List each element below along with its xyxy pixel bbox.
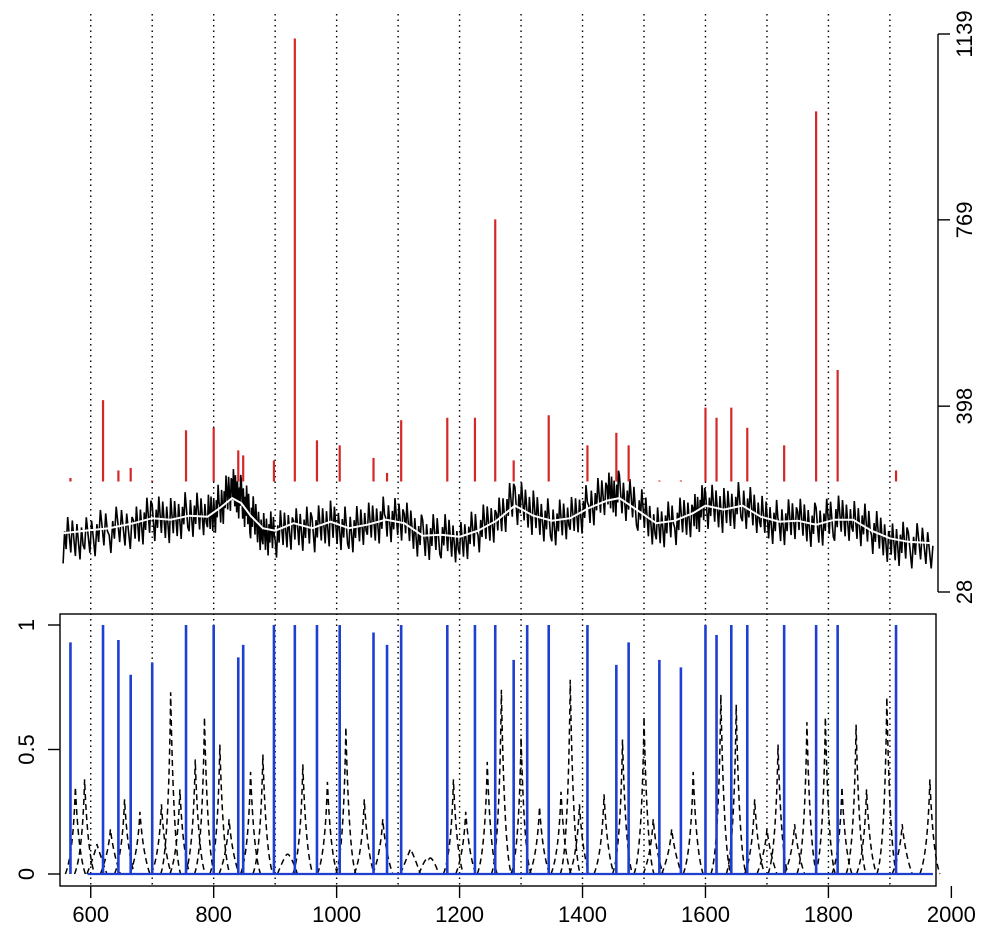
dashed-peak-35 xyxy=(642,819,664,875)
bottom-panel: 00.51 600 800 1000 1200 1400 1600 1800 2000 xyxy=(14,613,976,927)
dashed-peak-32 xyxy=(593,794,615,875)
top-y-tick-label-2: 769 xyxy=(952,201,977,238)
dashed-peak-13 xyxy=(239,771,262,875)
x-tick-label-600: 600 xyxy=(72,902,109,927)
dashed-peak-36 xyxy=(660,829,683,875)
dashed-peak-30 xyxy=(559,679,581,875)
x-tick-label-1600: 1600 xyxy=(681,902,730,927)
dashed-peak-12 xyxy=(218,819,240,875)
dashed-peak-6 xyxy=(150,804,173,875)
top-right-axis: 28 398 769 1139 xyxy=(937,10,977,604)
dashed-peak-31 xyxy=(568,804,591,875)
dashed-peak-42 xyxy=(767,744,789,875)
dashed-peak-9 xyxy=(184,759,206,875)
dashed-peak-7 xyxy=(159,692,182,875)
dashed-peak-28 xyxy=(528,806,551,875)
dashed-peak-40 xyxy=(743,799,766,875)
dashed-peak-51 xyxy=(919,779,941,875)
dashed-peak-14 xyxy=(252,754,274,875)
x-tick-label-1800: 1800 xyxy=(804,902,853,927)
dashed-peak-47 xyxy=(845,724,867,875)
dashed-peak-21 xyxy=(399,847,422,875)
dashed-peak-3 xyxy=(99,829,122,875)
x-tick-label-2000: 2000 xyxy=(927,902,976,927)
top-y-tick-label-0: 28 xyxy=(952,580,977,604)
bottom-y-tick-label-1: 0.5 xyxy=(14,734,39,765)
dashed-peak-22 xyxy=(418,857,440,875)
x-tick-label-1400: 1400 xyxy=(558,902,607,927)
dashed-peak-10 xyxy=(193,717,216,875)
bottom-x-axis: 600 800 1000 1200 1400 1600 1800 2000 xyxy=(72,886,976,927)
dashed-peak-37 xyxy=(682,771,704,875)
dashed-peak-43 xyxy=(783,824,806,875)
top-y-tick-label-3: 1139 xyxy=(952,10,977,57)
series-smooth xyxy=(62,496,933,545)
dashed-peak-17 xyxy=(316,781,339,875)
top-y-tick-label-1: 398 xyxy=(952,388,977,425)
dashed-peak-44 xyxy=(796,722,818,875)
bottom-y-tick-label-2: 1 xyxy=(14,619,39,631)
dashed-peak-20 xyxy=(372,819,394,875)
dashed-peak-23 xyxy=(442,779,465,875)
top-series-group xyxy=(62,38,934,569)
dashed-peak-25 xyxy=(476,761,498,875)
dashed-peak-29 xyxy=(550,791,572,875)
bottom-y-tick-label-0: 0 xyxy=(14,868,39,880)
dashed-peak-45 xyxy=(814,717,837,875)
dashed-peak-19 xyxy=(353,799,376,875)
dashed-peak-5 xyxy=(129,811,151,875)
series-baseline xyxy=(62,468,934,569)
bottom-series-group xyxy=(64,625,941,876)
bottom-left-axis: 00.51 xyxy=(14,619,60,880)
x-tick-label-1000: 1000 xyxy=(312,902,361,927)
x-tick-label-800: 800 xyxy=(195,902,232,927)
dashed-peak-41 xyxy=(756,829,778,875)
dashed-peak-24 xyxy=(455,811,477,875)
dashed-peak-26 xyxy=(490,689,513,875)
dashed-peak-48 xyxy=(855,789,878,875)
dashed-peak-16 xyxy=(292,764,314,875)
dashed-peak-1 xyxy=(73,779,96,875)
x-tick-label-1200: 1200 xyxy=(435,902,484,927)
dashed-peak-38 xyxy=(710,694,732,875)
